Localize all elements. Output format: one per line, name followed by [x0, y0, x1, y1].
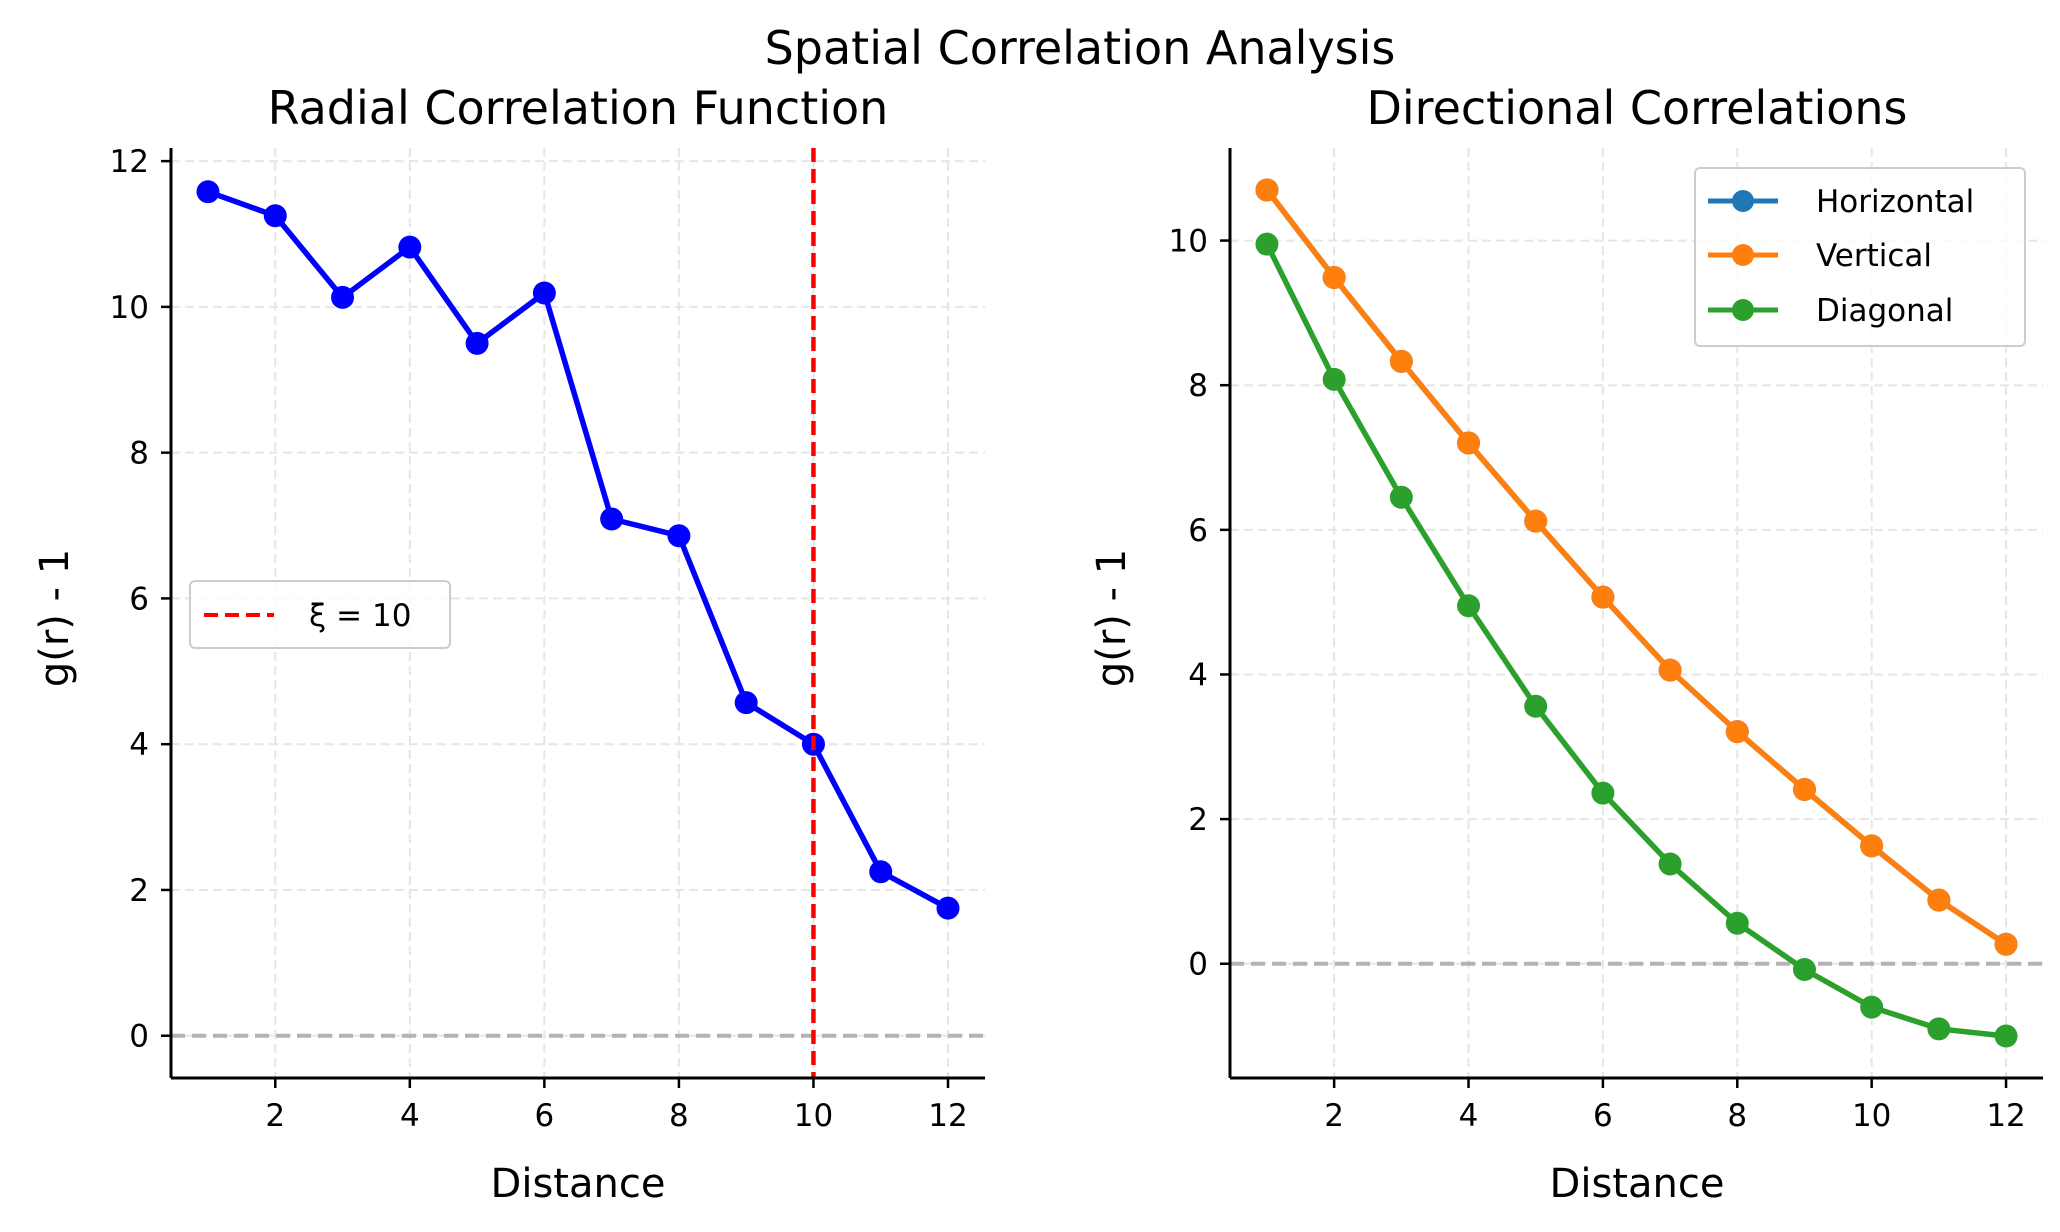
directional-x-axis-label: Distance	[1550, 1161, 1725, 1207]
radial-data-point	[196, 180, 220, 204]
radial-data-point	[667, 524, 691, 548]
directional-y-tick-label: 8	[1188, 368, 1208, 404]
directional-y-tick-label: 2	[1188, 802, 1208, 838]
vertical-data-point	[1322, 265, 1346, 289]
radial-legend: ξ = 10	[189, 580, 451, 649]
directional-x-tick-label: 2	[1324, 1098, 1344, 1134]
radial-data-point	[734, 691, 758, 715]
radial-data-point	[398, 235, 422, 259]
radial-y-tick-label: 12	[110, 144, 149, 180]
directional-correlations-panel: Directional Correlations Distance g(r) -…	[1089, 81, 2043, 1207]
radial-y-tick-label: 4	[129, 727, 149, 763]
radial-data-point	[936, 896, 960, 920]
radial-x-tick-label: 10	[794, 1098, 833, 1134]
directional-y-tick-label: 0	[1188, 947, 1208, 983]
diagonal-data-point	[1389, 485, 1413, 509]
horizontal-legend-label: Horizontal	[1816, 184, 1974, 220]
vertical-legend-label: Vertical	[1816, 238, 1932, 274]
directional-y-axis-label: g(r) - 1	[1089, 549, 1135, 687]
radial-x-tick-label: 6	[534, 1098, 554, 1134]
radial-x-tick-label: 12	[928, 1098, 967, 1134]
vertical-series-line	[1264, 188, 2008, 947]
radial-legend-frame	[189, 580, 451, 649]
directional-y-tick-label: 6	[1188, 513, 1208, 549]
directional-series	[1255, 178, 2018, 1048]
radial-y-tick-label: 0	[129, 1019, 149, 1055]
diagonal-data-point	[1255, 232, 1279, 256]
vertical-data-point	[1591, 585, 1615, 609]
radial-x-tick-label: 4	[400, 1098, 420, 1134]
directional-x-tick-label: 8	[1727, 1098, 1747, 1134]
radial-series-line	[207, 189, 950, 911]
diagonal-data-point	[1927, 1017, 1951, 1041]
radial-x-tick-label: 2	[265, 1098, 285, 1134]
diagonal-data-point	[1994, 1024, 2018, 1048]
vertical-data-point	[1927, 888, 1951, 912]
vertical-data-point	[1524, 509, 1548, 533]
directional-axes: 2 4 6 8 10 12 0 2 4 6 8 10	[1169, 148, 2043, 1134]
vertical-data-point	[1725, 720, 1749, 744]
vertical-data-point	[1389, 349, 1413, 373]
directional-x-tick-label: 12	[1986, 1098, 2025, 1134]
radial-data-point	[263, 204, 287, 228]
radial-panel-title: Radial Correlation Function	[268, 81, 889, 135]
diagonal-series-line	[1264, 242, 2007, 1039]
radial-y-axis-label: g(r) - 1	[32, 549, 78, 687]
radial-x-tick-label: 8	[669, 1098, 689, 1134]
diagonal-data-point	[1658, 852, 1682, 876]
diagonal-legend-label: Diagonal	[1816, 293, 1953, 329]
vertical-data-point	[1792, 777, 1816, 801]
diagonal-data-point	[1860, 995, 1884, 1019]
vertical-data-point	[1994, 932, 2018, 956]
radial-data-point	[331, 285, 355, 309]
horizontal-legend-swatch-marker	[1732, 190, 1754, 212]
vertical-data-point	[1658, 658, 1682, 682]
vertical-data-point	[1255, 178, 1279, 202]
radial-y-tick-label: 6	[129, 581, 149, 617]
radial-axes: 2 4 6 8 10 12 0 2 4 6 8 10 12	[110, 144, 985, 1134]
diagonal-data-point	[1322, 367, 1346, 391]
radial-correlation-panel: Radial Correlation Function Distance g(r…	[32, 81, 985, 1207]
radial-y-tick-label: 2	[129, 873, 149, 909]
radial-data-point	[600, 507, 624, 531]
diagonal-data-point	[1591, 781, 1615, 805]
directional-x-tick-label: 4	[1459, 1098, 1479, 1134]
radial-data-point	[532, 281, 556, 305]
directional-x-tick-label: 6	[1593, 1098, 1613, 1134]
directional-y-tick-label: 4	[1188, 657, 1208, 693]
directional-legend: Horizontal Vertical Diagonal	[1694, 167, 2026, 347]
figure-suptitle: Spatial Correlation Analysis	[765, 21, 1396, 75]
diagonal-data-point	[1792, 958, 1816, 982]
directional-legend-frame	[1694, 167, 2026, 347]
radial-data-point	[869, 860, 893, 884]
vertical-legend-swatch-marker	[1732, 244, 1754, 266]
radial-y-tick-label: 10	[110, 290, 149, 326]
directional-y-tick-label: 10	[1169, 224, 1208, 260]
diagonal-data-point	[1524, 694, 1548, 718]
directional-panel-title: Directional Correlations	[1366, 81, 1907, 135]
radial-series	[196, 148, 960, 1078]
vertical-data-point	[1457, 431, 1481, 455]
diagonal-data-point	[1457, 594, 1481, 618]
diagonal-data-point	[1725, 911, 1749, 935]
xi-legend-label: ξ = 10	[309, 598, 411, 634]
radial-data-point	[465, 331, 489, 355]
radial-y-tick-label: 8	[129, 436, 149, 472]
directional-x-tick-label: 10	[1852, 1098, 1891, 1134]
radial-x-axis-label: Distance	[491, 1161, 666, 1207]
diagonal-legend-swatch-marker	[1732, 299, 1754, 321]
vertical-data-point	[1860, 834, 1884, 858]
